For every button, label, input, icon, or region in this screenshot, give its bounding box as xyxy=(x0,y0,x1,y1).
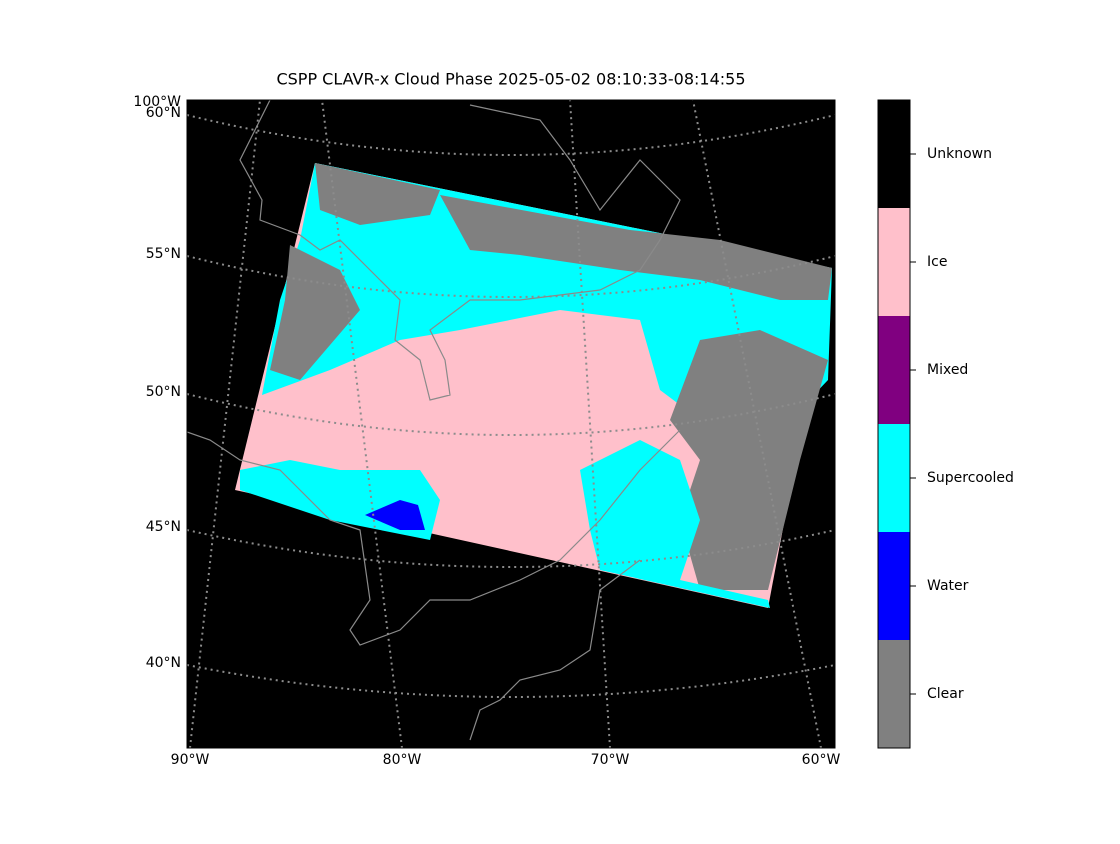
lon-label: 90°W xyxy=(171,752,210,768)
colorbar-label: Supercooled xyxy=(927,470,1014,486)
colorbar: Unknown Ice Mixed Supercooled Water Clear xyxy=(877,99,1014,749)
colorbar-frame xyxy=(877,99,911,749)
swath-supercooled xyxy=(580,440,770,608)
lon-line xyxy=(189,100,261,748)
colorbar-label: Water xyxy=(927,578,969,594)
swath-supercooled xyxy=(262,163,832,420)
lat-label: 60°N xyxy=(146,105,181,121)
colorbar-label: Clear xyxy=(927,686,964,702)
lat-label: 40°N xyxy=(146,655,181,671)
colorbar-label: Mixed xyxy=(927,362,968,378)
colorbar-label: Ice xyxy=(927,254,947,270)
map-content xyxy=(187,100,835,748)
colorbar-label: Unknown xyxy=(927,146,992,162)
coastlines xyxy=(187,100,681,741)
swath-clear xyxy=(270,245,360,380)
corner-label: 100°W xyxy=(133,94,181,110)
title: CSPP CLAVR-x Cloud Phase 2025-05-02 08:1… xyxy=(276,70,745,89)
lat-line xyxy=(187,664,835,698)
lon-line xyxy=(569,100,611,748)
lon-line xyxy=(692,100,822,748)
lon-line xyxy=(321,100,403,748)
colorbar-segment xyxy=(878,208,910,316)
graticule xyxy=(187,100,835,748)
lat-label: 45°N xyxy=(146,519,181,535)
colorbar-segment xyxy=(878,100,910,208)
colorbar-segment xyxy=(878,316,910,424)
swath-water xyxy=(365,500,425,530)
lon-label: 80°W xyxy=(383,752,422,768)
lat-label: 55°N xyxy=(146,246,181,262)
lon-label: 70°W xyxy=(591,752,630,768)
map-frame xyxy=(186,99,836,749)
swath-clear xyxy=(315,163,440,225)
lon-label: 60°W xyxy=(802,752,841,768)
colorbar-segment xyxy=(878,640,910,748)
swath-clear xyxy=(440,195,832,300)
swath-clear xyxy=(670,330,828,590)
colorbar-segment xyxy=(878,532,910,640)
lat-label: 50°N xyxy=(146,384,181,400)
colorbar-segment xyxy=(878,424,910,532)
